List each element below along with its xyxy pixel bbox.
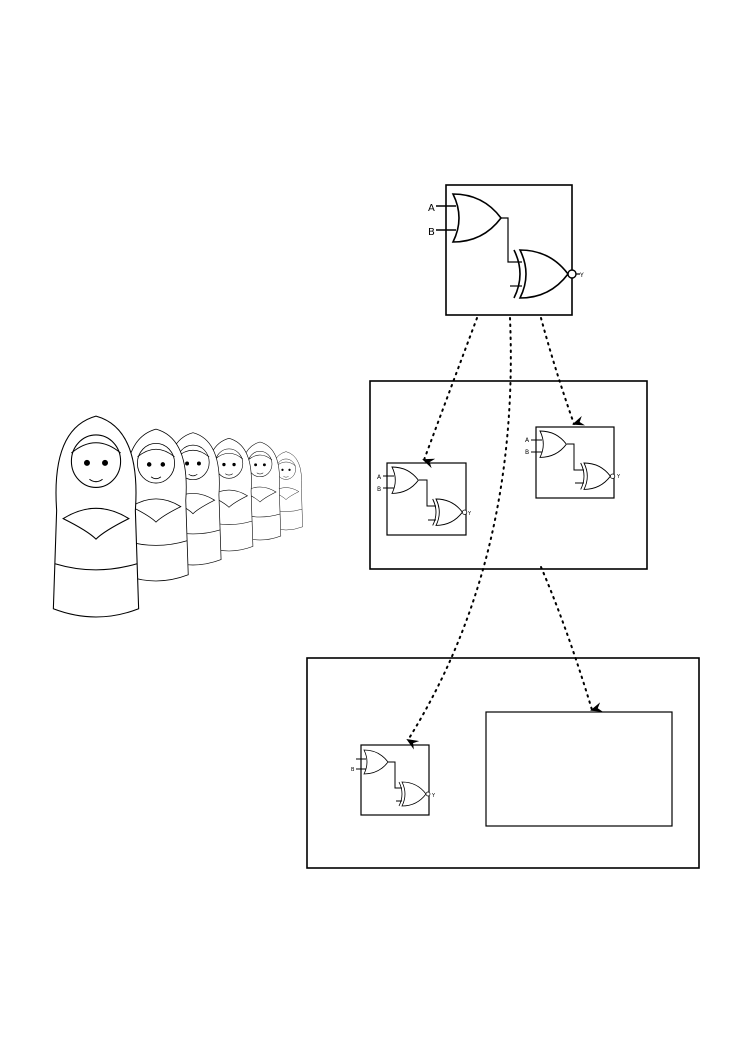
top-circuit: A B Y <box>428 184 584 316</box>
top-input-a: A <box>428 203 435 214</box>
bottom-left-output-y: Y <box>431 793 436 799</box>
mid-left-xnor-gate <box>432 498 468 526</box>
mid-left-or-gate <box>391 466 419 494</box>
bottom-right-empty-box <box>485 711 673 827</box>
bottom-left-input-b: B <box>351 767 355 773</box>
arrow-top-to-mid-left <box>422 317 478 469</box>
bottom-left-or-gate <box>363 749 389 775</box>
mid-right-or-gate <box>539 430 567 458</box>
mid-right-output-y: Y <box>616 474 621 480</box>
dotted-arrows <box>406 317 604 750</box>
arrow-mid-to-bottom-right <box>540 566 604 712</box>
arrow-top-to-bottom-left <box>406 317 512 750</box>
bottom-left-circuit: B Y <box>351 744 436 816</box>
mid-right-input-a: A <box>525 437 530 444</box>
mid-right-circuit: A B Y <box>525 426 621 499</box>
doll-2 <box>123 428 189 582</box>
arrow-top-to-mid-right <box>540 317 586 426</box>
top-input-b: B <box>428 227 435 238</box>
mid-right-input-b: B <box>525 449 529 456</box>
mid-right-circuit-frame <box>535 426 615 499</box>
bottom-container-frame <box>306 657 700 869</box>
middle-container-frame <box>369 380 648 570</box>
top-or-gate <box>452 193 502 243</box>
matryoshka-dolls <box>52 415 303 618</box>
top-circuit-frame <box>445 184 573 316</box>
mid-left-circuit: A B Y <box>377 462 472 536</box>
bottom-left-xnor-gate <box>398 781 431 807</box>
top-output-y: Y <box>579 272 584 279</box>
bottom-container: B Y <box>306 657 700 869</box>
middle-container: A B Y A B Y <box>369 380 648 570</box>
mid-left-input-b: B <box>377 486 381 493</box>
doll-1 <box>52 415 140 618</box>
bottom-left-circuit-frame <box>360 744 430 816</box>
top-xnor-gate <box>513 249 577 299</box>
mid-left-output-y: Y <box>467 511 472 517</box>
mid-right-xnor-gate <box>580 462 616 490</box>
mid-left-input-a: A <box>377 474 382 481</box>
